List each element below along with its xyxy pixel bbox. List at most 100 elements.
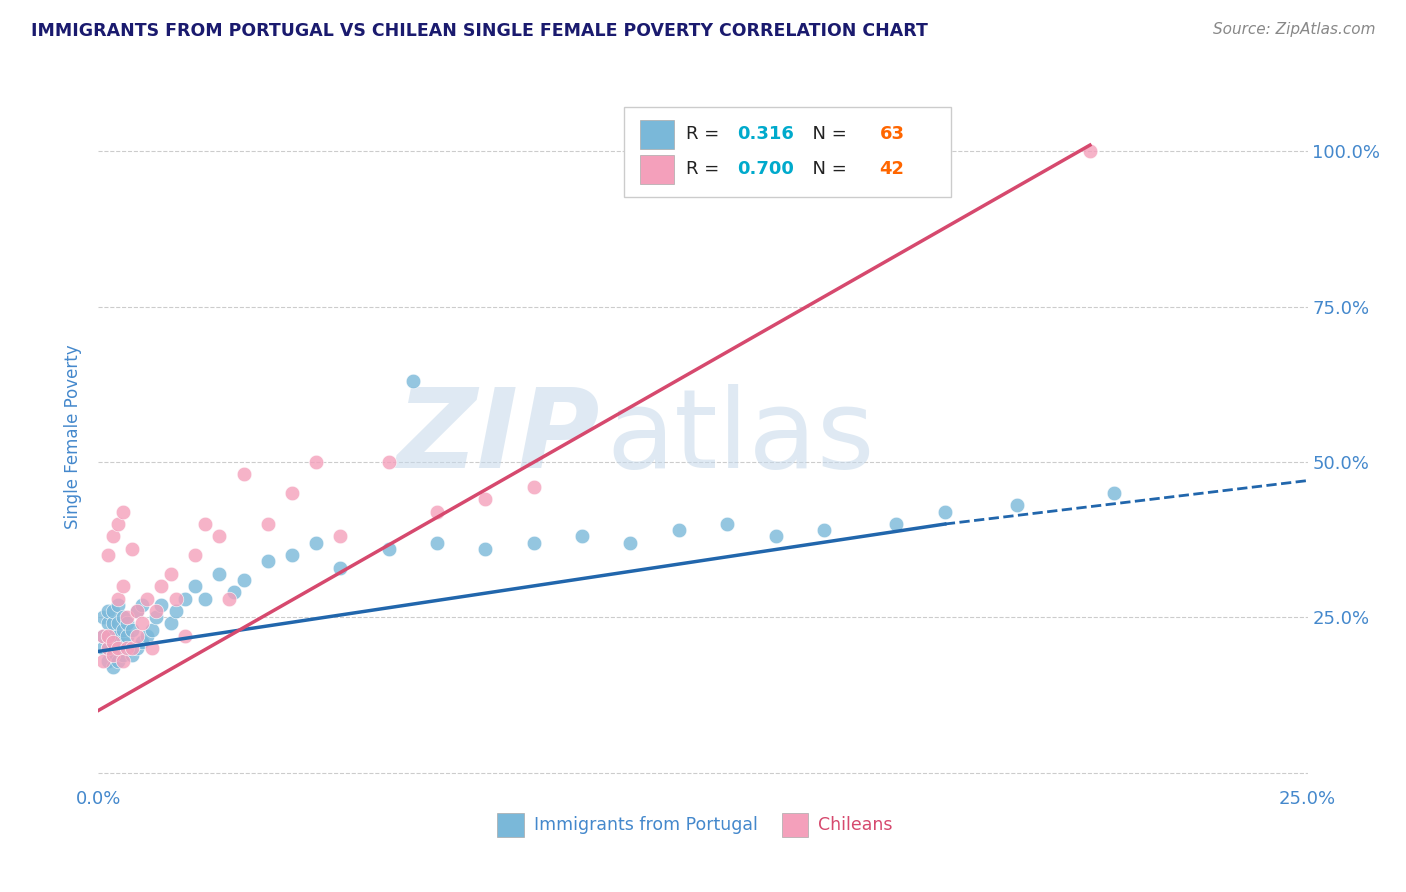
- Text: N =: N =: [801, 161, 852, 178]
- Point: [329, 560, 352, 574]
- Point: [329, 529, 352, 543]
- Point: [160, 566, 183, 581]
- Point: [127, 604, 149, 618]
- Point: [107, 598, 129, 612]
- Point: [127, 641, 149, 656]
- Y-axis label: Single Female Poverty: Single Female Poverty: [65, 345, 83, 529]
- Point: [184, 579, 207, 593]
- Point: [121, 641, 143, 656]
- Point: [111, 623, 134, 637]
- Point: [668, 523, 690, 537]
- Point: [174, 591, 197, 606]
- Text: Immigrants from Portugal: Immigrants from Portugal: [534, 815, 758, 834]
- Point: [101, 660, 124, 674]
- Point: [150, 598, 173, 612]
- Point: [121, 648, 143, 662]
- Point: [1007, 499, 1029, 513]
- Point: [141, 641, 163, 656]
- Point: [107, 616, 129, 631]
- Text: ZIP: ZIP: [396, 384, 600, 491]
- Point: [813, 523, 835, 537]
- Point: [281, 548, 304, 562]
- Point: [131, 616, 153, 631]
- Text: 0.700: 0.700: [737, 161, 794, 178]
- Point: [111, 635, 134, 649]
- Point: [256, 516, 278, 531]
- Point: [101, 629, 124, 643]
- Point: [111, 610, 134, 624]
- Point: [184, 548, 207, 562]
- FancyBboxPatch shape: [498, 813, 524, 837]
- Point: [91, 629, 114, 643]
- Point: [886, 516, 908, 531]
- Point: [305, 455, 328, 469]
- Point: [402, 374, 425, 388]
- Point: [135, 629, 157, 643]
- Point: [107, 654, 129, 668]
- Point: [91, 641, 114, 656]
- Point: [107, 641, 129, 656]
- Point: [97, 604, 120, 618]
- Point: [111, 505, 134, 519]
- Point: [232, 573, 254, 587]
- Point: [111, 579, 134, 593]
- Point: [281, 486, 304, 500]
- Point: [117, 641, 139, 656]
- Point: [101, 648, 124, 662]
- Point: [117, 610, 139, 624]
- Text: Chileans: Chileans: [818, 815, 893, 834]
- Point: [426, 505, 449, 519]
- Point: [97, 629, 120, 643]
- Point: [131, 635, 153, 649]
- Point: [523, 535, 546, 549]
- Point: [571, 529, 593, 543]
- FancyBboxPatch shape: [624, 106, 950, 197]
- Point: [716, 516, 738, 531]
- Point: [107, 641, 129, 656]
- Point: [117, 641, 139, 656]
- Point: [174, 629, 197, 643]
- Point: [121, 541, 143, 556]
- Point: [1102, 486, 1125, 500]
- Point: [97, 616, 120, 631]
- Point: [165, 604, 187, 618]
- Point: [107, 591, 129, 606]
- FancyBboxPatch shape: [640, 120, 673, 149]
- Point: [377, 455, 399, 469]
- Point: [619, 535, 641, 549]
- Point: [111, 648, 134, 662]
- Point: [377, 541, 399, 556]
- Point: [97, 548, 120, 562]
- Point: [208, 566, 231, 581]
- Text: R =: R =: [686, 126, 725, 144]
- Point: [101, 604, 124, 618]
- Point: [111, 654, 134, 668]
- Point: [97, 654, 120, 668]
- Point: [101, 635, 124, 649]
- Point: [160, 616, 183, 631]
- Point: [765, 529, 787, 543]
- Point: [91, 610, 114, 624]
- Point: [305, 535, 328, 549]
- Point: [165, 591, 187, 606]
- Point: [97, 629, 120, 643]
- Point: [127, 629, 149, 643]
- FancyBboxPatch shape: [782, 813, 808, 837]
- Point: [121, 623, 143, 637]
- Point: [145, 610, 167, 624]
- Point: [256, 554, 278, 568]
- Point: [135, 591, 157, 606]
- Point: [934, 505, 956, 519]
- Point: [107, 629, 129, 643]
- Point: [474, 541, 496, 556]
- Text: IMMIGRANTS FROM PORTUGAL VS CHILEAN SINGLE FEMALE POVERTY CORRELATION CHART: IMMIGRANTS FROM PORTUGAL VS CHILEAN SING…: [31, 22, 928, 40]
- FancyBboxPatch shape: [640, 154, 673, 184]
- Point: [222, 585, 245, 599]
- Point: [101, 529, 124, 543]
- Point: [131, 598, 153, 612]
- Text: Source: ZipAtlas.com: Source: ZipAtlas.com: [1212, 22, 1375, 37]
- Text: 0.316: 0.316: [737, 126, 794, 144]
- Text: R =: R =: [686, 161, 725, 178]
- Point: [194, 591, 217, 606]
- Point: [523, 480, 546, 494]
